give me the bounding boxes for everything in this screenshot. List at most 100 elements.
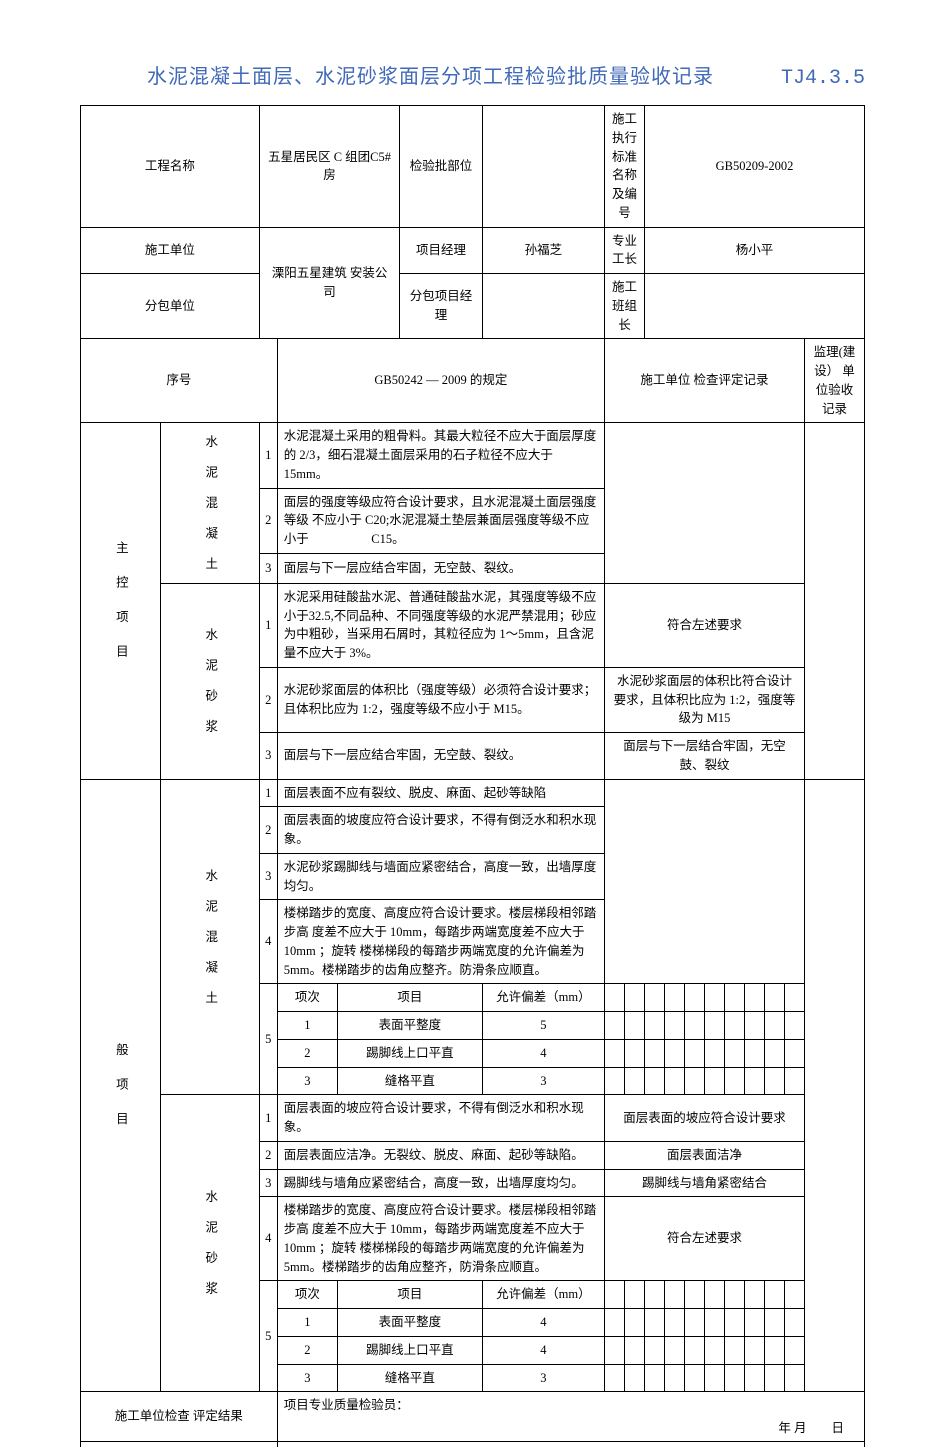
sub1-r1-n: 1 (277, 1012, 337, 1040)
mc-r3: 面层与下一层应结合牢固，无空鼓、裂纹。 (277, 553, 604, 583)
gc-r1: 面层表面不应有裂纹、脱皮、麻面、起砂等缺陷 (277, 779, 604, 807)
grid-cell (764, 984, 784, 1012)
section-main: 主 控 项 目 (81, 423, 161, 779)
mc-r2: 面层的强度等级应符合设计要求，且水泥混凝土面层强度等级 不应小于 C20;水泥混… (277, 488, 604, 553)
sub2-r1-dev: 4 (482, 1309, 604, 1337)
section-general: 般 项 目 (81, 779, 161, 1392)
mc-r1: 水泥混凝土采用的粗骨料。其最大粒径不应大于面层厚度的 2/3，细石混凝土面层采用… (277, 423, 604, 488)
grid-cell (644, 984, 664, 1012)
gc-r4: 楼梯踏步的宽度、高度应符合设计要求。楼层梯段相邻踏步高 度差不应大于 10mm，… (277, 900, 604, 984)
gm-r2: 面层表面应洁净。无裂纹、脱皮、麻面、起砂等缺陷。 (277, 1141, 604, 1169)
mm-n2: 2 (259, 667, 277, 732)
gm-n4: 4 (259, 1197, 277, 1281)
col-verify: 监理(建设） 单位验收记录 (804, 339, 864, 423)
grid-cell (684, 984, 704, 1012)
label-batch: 检验批部位 (400, 106, 482, 228)
gm-n5: 5 (259, 1281, 277, 1392)
sub2-r3-item: 缝格平直 (337, 1364, 482, 1392)
label-team-leader: 施工班组长 (604, 274, 644, 339)
mc-check (604, 423, 804, 584)
sub1-r2-dev: 4 (482, 1039, 604, 1067)
standard-value: GB50209-2002 (644, 106, 864, 228)
grid-cell (624, 984, 644, 1012)
gm-r3: 踢脚线与墙角应紧密结合，高度一致，出墙厚度均匀。 (277, 1169, 604, 1197)
mm-n3: 3 (259, 733, 277, 780)
grid-cell (724, 984, 744, 1012)
gc-n4: 4 (259, 900, 277, 984)
sub2-hitem: 项目 (337, 1281, 482, 1309)
mc-n3: 3 (259, 553, 277, 583)
label-pm: 项目经理 (400, 227, 482, 274)
mm-r3-check: 面层与下一层结合牢固，无空鼓、裂纹 (604, 733, 804, 780)
label-construct-unit: 施工单位 (81, 227, 260, 274)
gm-n3: 3 (259, 1169, 277, 1197)
sub1-hdev: 允许偏差（mm） (482, 984, 604, 1012)
gc-n1: 1 (259, 779, 277, 807)
sub2-r2-n: 2 (277, 1336, 337, 1364)
gc-n5: 5 (259, 984, 277, 1095)
construct-result-text: 项目专业质量检验员： (284, 1398, 409, 1412)
label-project-name: 工程名称 (81, 106, 260, 228)
sub1-r2-item: 踢脚线上口平直 (337, 1039, 482, 1067)
section-concrete-2: 水 泥 混 凝 土 (161, 779, 260, 1095)
sub1-r3-item: 缝格平直 (337, 1067, 482, 1095)
sub1-r3-dev: 3 (482, 1067, 604, 1095)
page-code: TJ4.3.5 (781, 67, 865, 90)
sub1-hitem: 项目 (337, 984, 482, 1012)
sub2-r1-n: 1 (277, 1309, 337, 1337)
sub1-r1-item: 表面平整度 (337, 1012, 482, 1040)
gm-n2: 2 (259, 1141, 277, 1169)
mm-r3: 面层与下一层应结合牢固，无空鼓、裂纹。 (277, 733, 604, 780)
batch-value (482, 106, 604, 228)
gm-r1: 面层表面的坡应符合设计要求，不得有倒泛水和积水现象。 (277, 1095, 604, 1142)
label-sub-pm: 分包项目经理 (400, 274, 482, 339)
sub2-hseq: 项次 (277, 1281, 337, 1309)
sub2-r1-item: 表面平整度 (337, 1309, 482, 1337)
team-leader-value (644, 274, 864, 339)
label-standard: 施工执行标准 名称及编号 (604, 106, 644, 228)
sub2-r2-dev: 4 (482, 1336, 604, 1364)
gm-r2-check: 面层表面洁净 (604, 1141, 804, 1169)
col-spec: GB50242 — 2009 的规定 (277, 339, 604, 423)
mm-r2: 水泥砂浆面层的体积比（强度等级）必须符合设计要求；且体积比应为 1:2，强度等级… (277, 667, 604, 732)
page-title: 水泥混凝土面层、水泥砂浆面层分项工程检验批质量验收记录 (80, 60, 781, 89)
project-name: 五星居民区 C 组团C5#房 (259, 106, 400, 228)
gc-n3: 3 (259, 853, 277, 900)
sub-pm-value (482, 274, 604, 339)
gc-n2: 2 (259, 807, 277, 854)
gm-r4: 楼梯踏步的宽度、高度应符合设计要求。楼层梯段相邻踏步高 度差不应大于 10mm，… (277, 1197, 604, 1281)
mm-n1: 1 (259, 583, 277, 667)
mc-verify (804, 423, 864, 779)
mm-r1: 水泥采用硅酸盐水泥、普通硅酸盐水泥，其强度等级不应小于32.5,不同品种、不同强… (277, 583, 604, 667)
grid-cell (664, 984, 684, 1012)
sub2-hdev: 允许偏差（mm） (482, 1281, 604, 1309)
gm-r3-check: 踢脚线与墙角紧密结合 (604, 1169, 804, 1197)
col-seq: 序号 (81, 339, 278, 423)
sub1-r2-n: 2 (277, 1039, 337, 1067)
gen-verify (804, 779, 864, 1392)
section-mortar-2: 水 泥 砂 浆 (161, 1095, 260, 1392)
col-check: 施工单位 检查评定记录 (604, 339, 804, 423)
mc-n1: 1 (259, 423, 277, 488)
gc-r3: 水泥砂浆踢脚线与墙面应紧密结合，高度一致，出墙厚度均匀。 (277, 853, 604, 900)
date-1: 年 月 日 (778, 1419, 844, 1438)
sub2-r2-item: 踢脚线上口平直 (337, 1336, 482, 1364)
sub2-r3-n: 3 (277, 1364, 337, 1392)
gm-r1-check: 面层表面的坡应符合设计要求 (604, 1095, 804, 1142)
gm-n1: 1 (259, 1095, 277, 1142)
sub1-hseq: 项次 (277, 984, 337, 1012)
grid-cell (704, 984, 724, 1012)
grid-cell (604, 984, 624, 1012)
gm-r4-check: 符合左述要求 (604, 1197, 804, 1281)
section-mortar-1: 水 泥 砂 浆 (161, 583, 260, 779)
label-sub-unit: 分包单位 (81, 274, 260, 339)
mc-n2: 2 (259, 488, 277, 553)
foreman-value: 杨小平 (644, 227, 864, 274)
label-foreman: 专业工长 (604, 227, 644, 274)
construct-result-cell: 项目专业质量检验员： 年 月 日 (277, 1392, 864, 1442)
main-table: 工程名称 五星居民区 C 组团C5#房 检验批部位 施工执行标准 名称及编号 G… (80, 105, 865, 1447)
sub1-r1-dev: 5 (482, 1012, 604, 1040)
sub2-r3-dev: 3 (482, 1364, 604, 1392)
construct-unit: 溧阳五星建筑 安装公司 (259, 227, 400, 339)
gc-r2: 面层表面的坡度应符合设计要求，不得有倒泛水和积水现象。 (277, 807, 604, 854)
